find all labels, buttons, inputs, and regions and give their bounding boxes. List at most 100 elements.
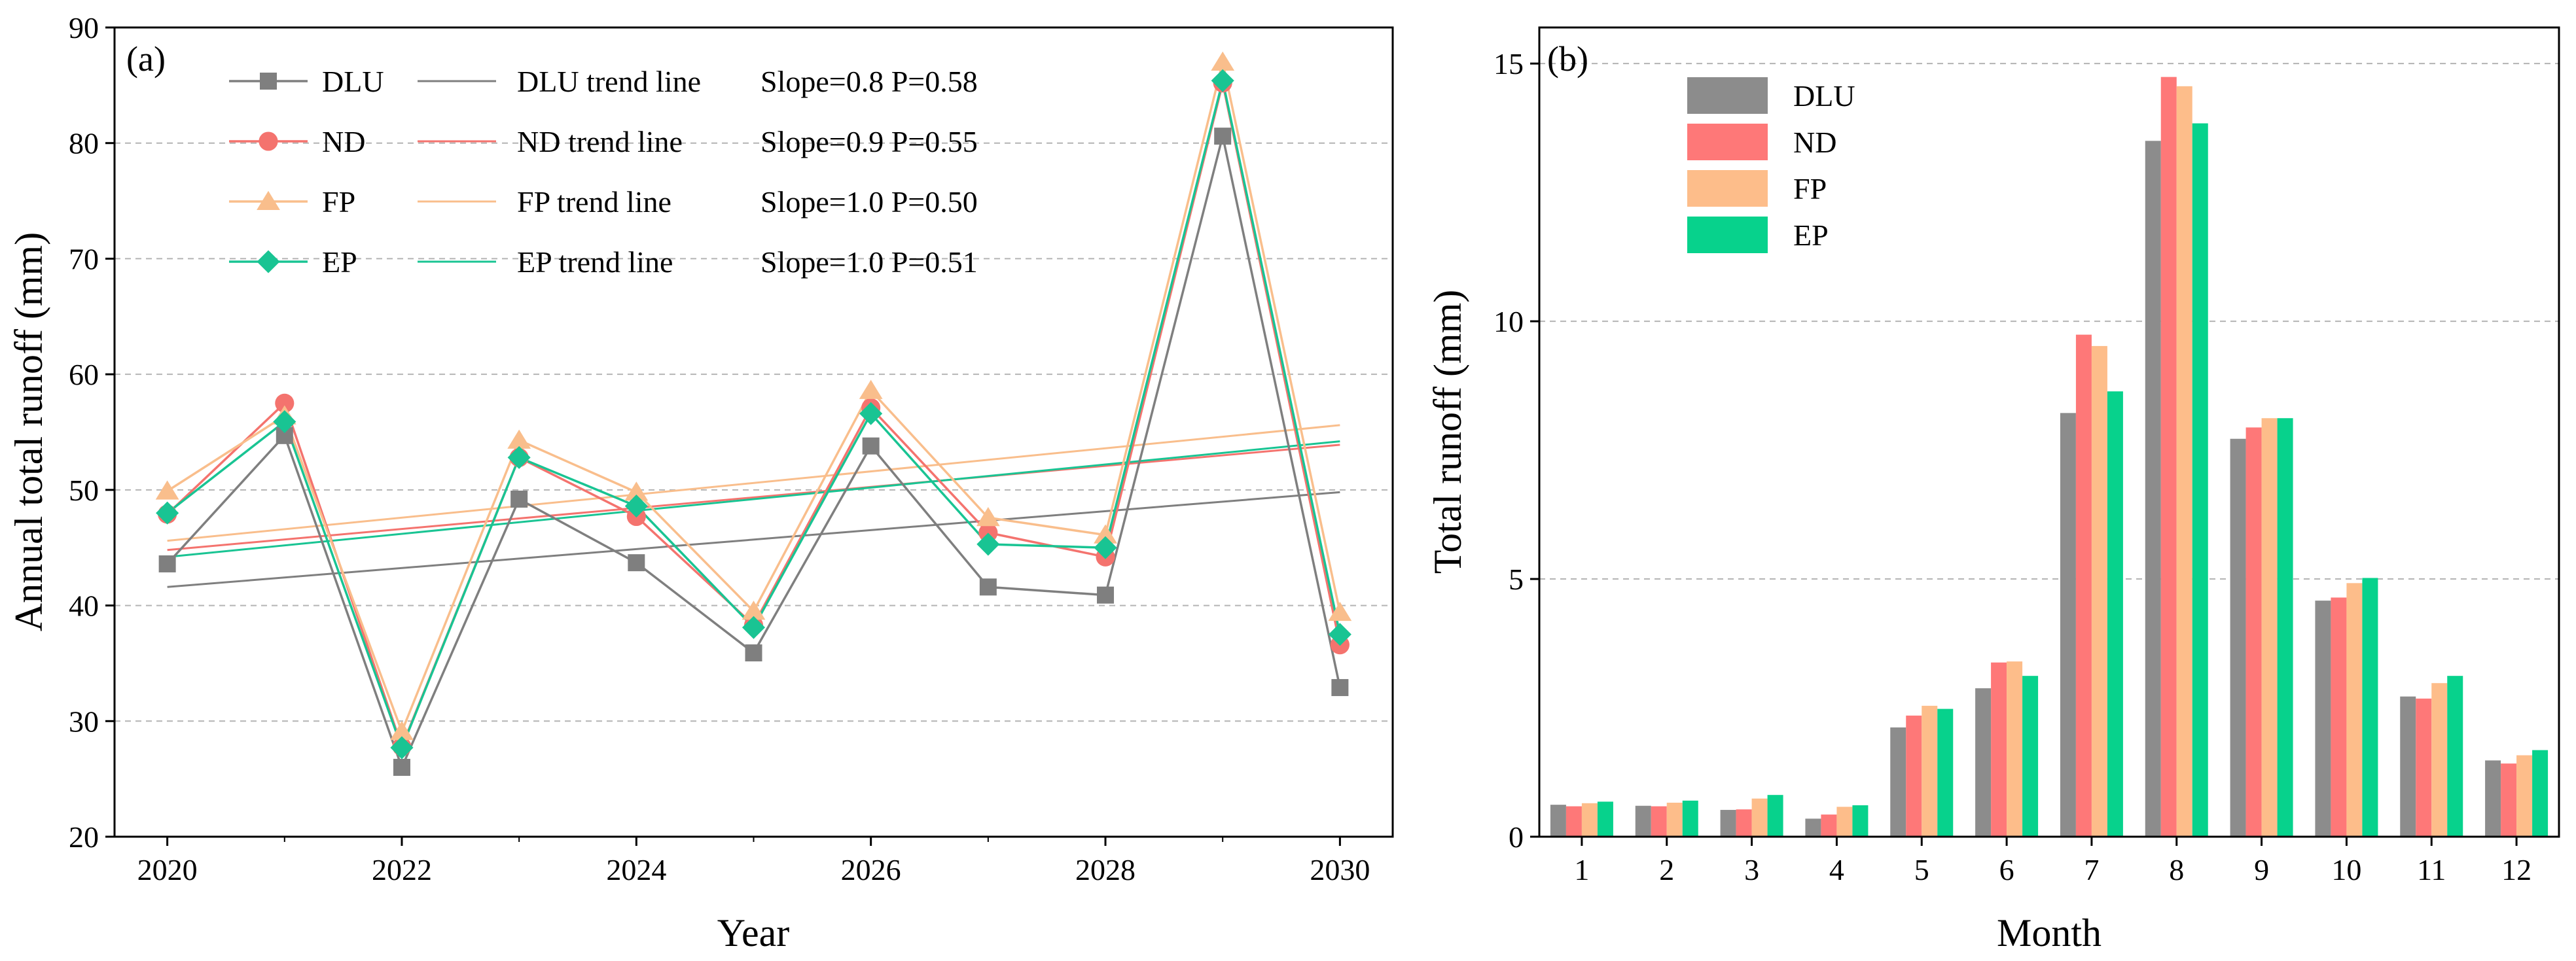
legend-swatch-dlu	[1687, 77, 1768, 114]
data-point-dlu	[393, 758, 410, 776]
x-tick-label-b: 6	[1999, 853, 2014, 886]
data-point-fp	[1328, 601, 1352, 621]
x-tick-label-b: 2	[1659, 853, 1674, 886]
data-point-dlu	[862, 437, 880, 455]
bar-nd	[2501, 763, 2517, 837]
bar-fp	[2516, 755, 2533, 837]
x-tick-label-a: 2026	[841, 853, 901, 886]
x-tick-label-b: 8	[2169, 853, 2184, 886]
legend-swatch-ep	[1687, 217, 1768, 253]
legend-swatch-fp	[1687, 170, 1768, 207]
data-point-ep	[273, 410, 296, 434]
y-tick-label-b: 5	[1509, 563, 1524, 596]
bar-nd	[1736, 809, 1752, 837]
data-point-ep	[1328, 623, 1351, 646]
data-point-nd	[275, 393, 295, 413]
panel-label-b: (b)	[1547, 39, 1588, 79]
trend-stats-annotation: Slope=0.9 P=0.55	[760, 125, 978, 158]
x-tick-label-a: 2020	[137, 853, 198, 886]
y-tick-label-a: 40	[69, 589, 99, 623]
y-tick-label-b: 15	[1494, 47, 1524, 80]
trend-line	[167, 440, 1340, 558]
bar-nd	[1991, 662, 2007, 837]
panel-label-a: (a)	[126, 39, 166, 79]
bar-ep	[1937, 708, 1954, 837]
bar-ep	[1767, 795, 1783, 837]
bar-dlu	[1890, 727, 1906, 837]
data-point-ep	[507, 446, 531, 469]
x-tick-label-b: 3	[1744, 853, 1759, 886]
x-tick-label-b: 4	[1829, 853, 1844, 886]
bar-fp	[2261, 418, 2278, 837]
bar-nd	[1565, 806, 1582, 837]
data-point-dlu	[158, 555, 176, 572]
legend-trend-label: ND trend line	[517, 125, 683, 158]
data-point-fp	[507, 429, 531, 449]
bar-fp	[2346, 583, 2363, 837]
bar-dlu	[1805, 818, 1821, 837]
bar-nd	[2160, 77, 2177, 837]
legend-marker-nd	[259, 131, 278, 151]
x-tick-label-b: 11	[2417, 853, 2446, 886]
bar-nd	[2245, 427, 2262, 837]
data-point-ep	[976, 533, 1000, 556]
x-tick-label-b: 7	[2084, 853, 2099, 886]
data-point-ep	[1094, 536, 1117, 559]
x-tick-label-a: 2022	[372, 853, 432, 886]
trend-stats-annotation: Slope=0.8 P=0.58	[760, 65, 978, 98]
bar-nd	[2416, 698, 2432, 837]
bar-fp	[1751, 798, 1768, 837]
y-tick-label-a: 60	[69, 358, 99, 391]
data-point-ep	[859, 402, 883, 425]
legend-b: DLU ND FP EP	[1687, 77, 1855, 253]
bar-ep	[1597, 801, 1613, 837]
bar-nd	[2331, 597, 2347, 837]
bar-dlu	[1550, 805, 1566, 837]
bar-dlu	[2315, 601, 2331, 837]
bar-dlu	[2400, 696, 2416, 837]
data-point-fp	[390, 720, 414, 741]
legend-swatch-nd	[1687, 124, 1768, 160]
bar-dlu	[2230, 438, 2246, 837]
legend-label: EP	[322, 245, 357, 279]
legend-label: FP	[1793, 172, 1827, 205]
x-tick-label-b: 12	[2501, 853, 2531, 886]
legend-label: FP	[322, 185, 355, 218]
y-tick-label-a: 30	[69, 705, 99, 738]
legend-marker-dlu	[260, 73, 277, 90]
bar-fp	[1836, 807, 1853, 837]
data-point-fp	[976, 507, 1000, 527]
x-tick-label-a: 2024	[606, 853, 666, 886]
bar-dlu	[1975, 688, 1992, 837]
data-point-fp	[1094, 524, 1117, 544]
data-point-dlu	[745, 644, 762, 662]
bar-dlu	[1635, 805, 1651, 837]
legend-label: ND	[322, 125, 365, 158]
data-point-fp	[1211, 51, 1235, 71]
data-point-dlu	[979, 578, 997, 596]
bar-nd	[1821, 814, 1837, 837]
bar-fp	[1922, 705, 1938, 837]
bar-dlu	[2145, 141, 2161, 837]
bar-ep	[1682, 800, 1698, 837]
legend-label: ND	[1793, 126, 1836, 159]
y-tick-label-a: 90	[69, 11, 99, 44]
legend-label: DLU	[322, 65, 384, 98]
y-tick-label-a: 70	[69, 242, 99, 275]
grid-lines-b	[1539, 63, 2559, 580]
legend-marker-fp	[257, 190, 280, 210]
y-tick-label-a: 20	[69, 820, 99, 854]
trend-stats-annotation: Slope=1.0 P=0.50	[760, 185, 978, 218]
legend-label: EP	[1793, 218, 1829, 252]
bar-ep	[2447, 676, 2463, 837]
bar-nd	[1651, 806, 1667, 837]
bar-fp	[2431, 683, 2448, 837]
bar-fp	[2007, 661, 2023, 837]
data-point-ep	[156, 501, 179, 525]
y-tick-label-b: 10	[1494, 305, 1524, 338]
bar-ep	[2192, 123, 2208, 837]
bar-dlu	[2060, 413, 2076, 837]
data-point-nd	[978, 523, 998, 542]
